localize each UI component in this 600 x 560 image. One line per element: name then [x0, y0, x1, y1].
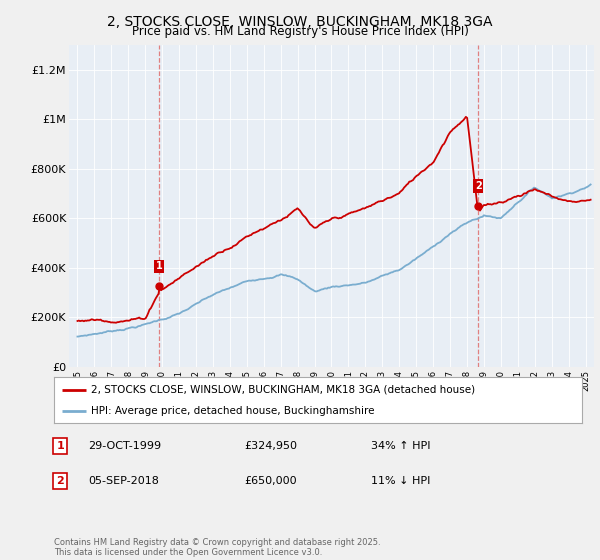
Text: £650,000: £650,000 — [244, 477, 297, 486]
Text: 1: 1 — [156, 262, 163, 272]
Text: Price paid vs. HM Land Registry's House Price Index (HPI): Price paid vs. HM Land Registry's House … — [131, 25, 469, 38]
Text: Contains HM Land Registry data © Crown copyright and database right 2025.
This d: Contains HM Land Registry data © Crown c… — [54, 538, 380, 557]
Text: 2: 2 — [475, 181, 482, 191]
Text: 1: 1 — [56, 441, 64, 451]
Text: £324,950: £324,950 — [244, 441, 297, 451]
Text: 34% ↑ HPI: 34% ↑ HPI — [371, 441, 430, 451]
Text: 2, STOCKS CLOSE, WINSLOW, BUCKINGHAM, MK18 3GA (detached house): 2, STOCKS CLOSE, WINSLOW, BUCKINGHAM, MK… — [91, 385, 475, 395]
Text: 2, STOCKS CLOSE, WINSLOW, BUCKINGHAM, MK18 3GA: 2, STOCKS CLOSE, WINSLOW, BUCKINGHAM, MK… — [107, 15, 493, 29]
Text: HPI: Average price, detached house, Buckinghamshire: HPI: Average price, detached house, Buck… — [91, 407, 374, 416]
Text: 2: 2 — [56, 477, 64, 486]
Text: 05-SEP-2018: 05-SEP-2018 — [88, 477, 159, 486]
Text: 11% ↓ HPI: 11% ↓ HPI — [371, 477, 430, 486]
Text: 29-OCT-1999: 29-OCT-1999 — [88, 441, 161, 451]
